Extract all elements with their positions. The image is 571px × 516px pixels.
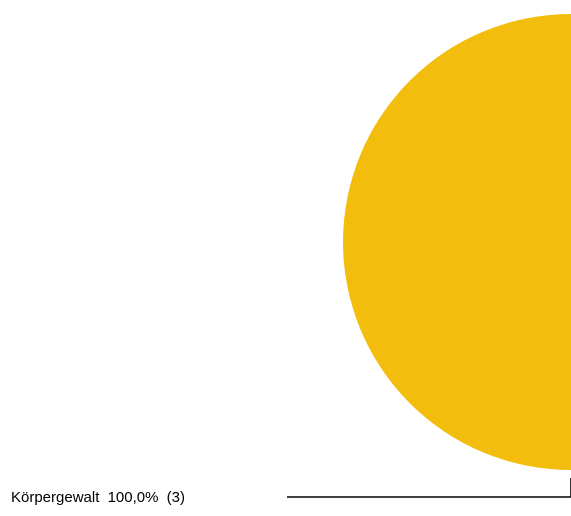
slice-label-name: Körpergewalt xyxy=(11,489,100,506)
slice-leader-line xyxy=(287,478,571,498)
slice-label: Körpergewalt 100,0% (3) xyxy=(11,489,185,506)
slice-label-count: (3) xyxy=(167,489,185,506)
pie-slices xyxy=(343,14,571,470)
slice-label-percent: 100,0% xyxy=(108,489,159,506)
pie-slice-0 xyxy=(343,14,571,470)
